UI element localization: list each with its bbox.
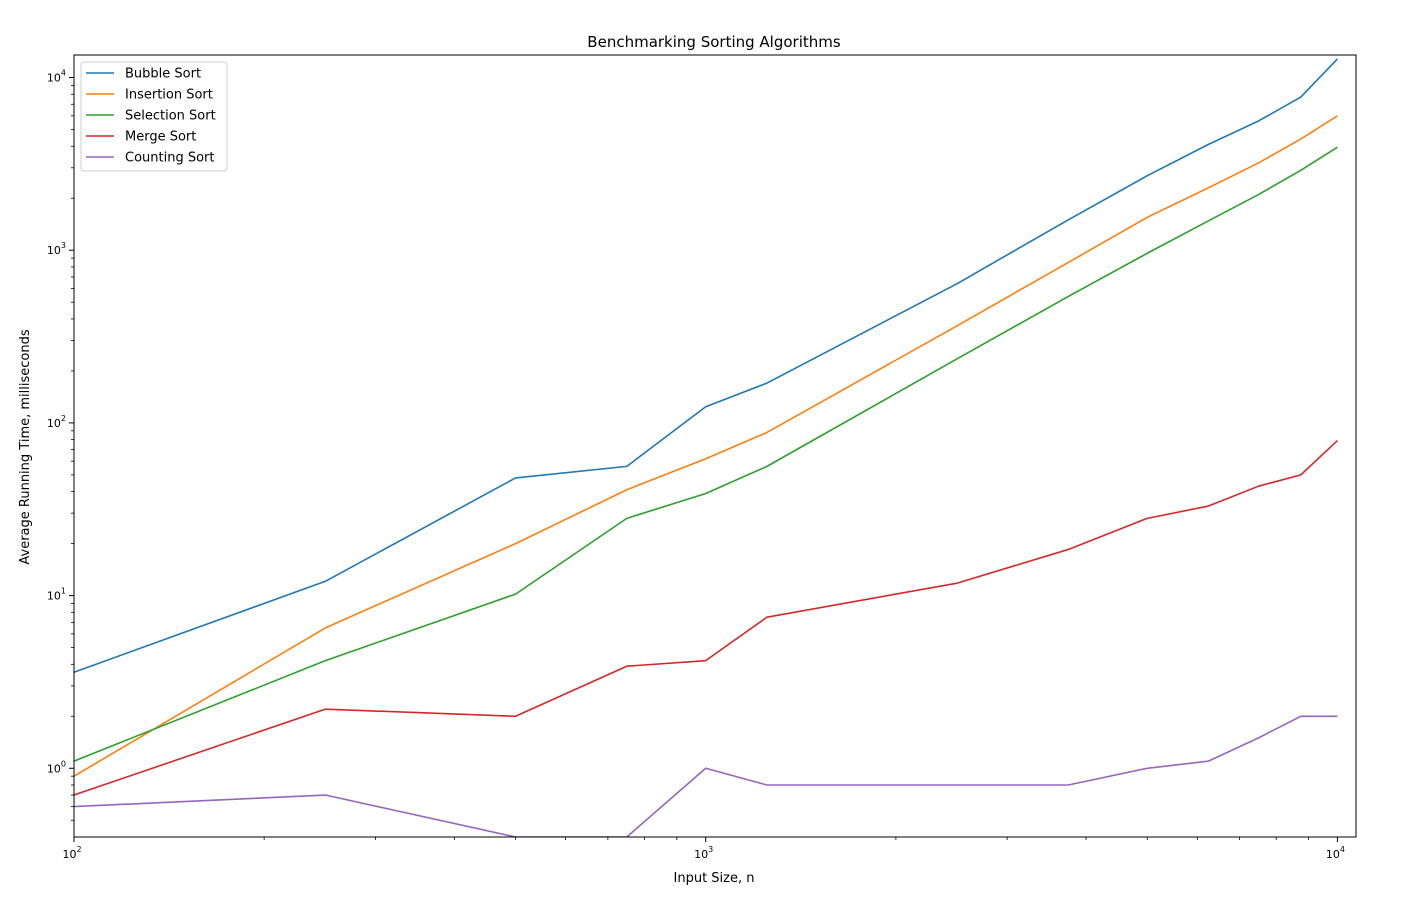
legend-label-1: Insertion Sort [125, 88, 213, 103]
legend-label-4: Counting Sort [125, 151, 215, 166]
y-tick-label-0: 100 [47, 759, 66, 775]
y-tick-label-1: 101 [47, 587, 66, 603]
legend: Bubble Sort Insertion Sort Selection Sort M… [80, 61, 228, 172]
series-line-4 [74, 715, 1338, 837]
series-line-2 [74, 146, 1338, 762]
legend-label-3: Merge Sort [125, 130, 196, 145]
series-line-1 [74, 115, 1338, 777]
legend-label-2: Selection Sort [125, 109, 216, 124]
legend-label-0: Bubble Sort [125, 67, 201, 82]
axes-frame [73, 54, 1357, 838]
series-line-3 [74, 439, 1338, 796]
legend-box [80, 61, 228, 172]
chart-title: Benchmarking Sorting Algorithms [587, 33, 841, 51]
y-tick-label-3: 103 [47, 241, 66, 257]
series-line-0 [74, 58, 1339, 673]
y-axis-label: Average Running Time, milliseconds [18, 329, 33, 564]
x-axis-label: Input Size, n [674, 871, 755, 886]
y-tick-label-2: 102 [47, 414, 66, 430]
y-tick-label-4: 104 [47, 69, 66, 85]
